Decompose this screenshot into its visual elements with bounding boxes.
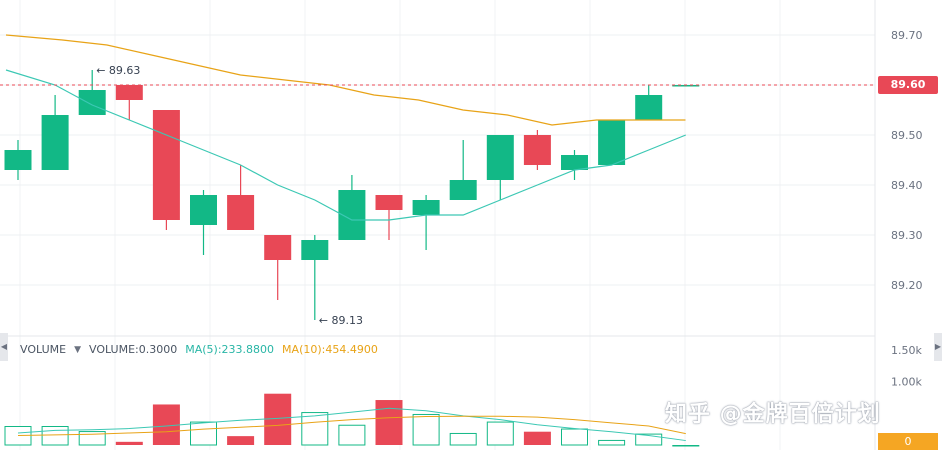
candle-body <box>449 180 477 200</box>
scroll-left-icon[interactable]: ◀ <box>0 333 8 361</box>
candle-body <box>190 195 217 225</box>
scroll-right-icon[interactable]: ▶ <box>934 333 942 361</box>
candle-body <box>264 235 292 260</box>
price-tick-label: 89.30 <box>891 229 923 242</box>
price-tick-label: 89.40 <box>891 179 923 192</box>
candle-body <box>78 90 106 115</box>
candle-body <box>412 200 440 215</box>
volume-bar <box>523 431 551 445</box>
volume-bar <box>598 439 626 446</box>
high-annotation: ← 89.63 <box>96 64 140 77</box>
volume-ma5-line <box>17 407 686 442</box>
price-tick-label: 89.20 <box>891 279 923 292</box>
candle-body <box>672 85 700 87</box>
low-annotation: ← 89.13 <box>319 314 363 327</box>
volume-bar <box>375 400 403 445</box>
volume-bar <box>78 431 106 446</box>
candle-body <box>227 195 255 230</box>
candle-body <box>598 120 626 165</box>
watermark: 知乎 @金牌百倍计划 <box>665 402 881 427</box>
caret-down-icon[interactable]: ▼ <box>74 344 81 355</box>
current-volume-tag: 0 <box>878 433 938 450</box>
candle-body <box>41 115 69 170</box>
volume-indicator-name: VOLUME <box>20 343 67 356</box>
candle-body <box>115 85 143 100</box>
ma-fast-line <box>5 69 687 221</box>
volume-value: VOLUME:0.3000 <box>88 343 178 356</box>
candle-body <box>523 135 551 165</box>
candle-body <box>301 240 329 260</box>
volume-bar <box>41 426 69 446</box>
volume-bar <box>486 421 514 446</box>
volume-tick-label: 1.00k <box>891 376 922 389</box>
volume-ma10-line <box>17 415 686 436</box>
volume-bar <box>190 421 217 446</box>
ma-slow-line <box>5 34 686 126</box>
candle-body <box>635 95 663 120</box>
volume-bar <box>301 412 329 446</box>
volume-bar <box>672 445 700 447</box>
candle-body <box>486 135 514 180</box>
volume-ma5: MA(5):233.8800 <box>185 343 275 356</box>
volume-legend[interactable]: VOLUME ▼ VOLUME:0.3000 MA(5):233.8800 MA… <box>20 343 378 356</box>
volume-bar <box>412 413 440 446</box>
volume-bar <box>561 428 588 446</box>
price-tick-label: 89.50 <box>891 129 923 142</box>
volume-tick-label: 1.50k <box>891 344 922 357</box>
price-tick-label: 89.70 <box>891 29 923 42</box>
volume-bar <box>449 432 477 446</box>
volume-bar <box>635 433 663 446</box>
volume-bar <box>338 424 366 446</box>
current-price-tag: 89.60 <box>878 76 938 94</box>
volume-bar <box>227 436 255 445</box>
volume-bar <box>115 441 143 445</box>
candle-body <box>375 195 403 210</box>
volume-ma10: MA(10):454.4900 <box>282 343 378 356</box>
candle-body <box>4 150 32 170</box>
candle-body <box>561 155 588 170</box>
candle-body <box>152 110 180 220</box>
